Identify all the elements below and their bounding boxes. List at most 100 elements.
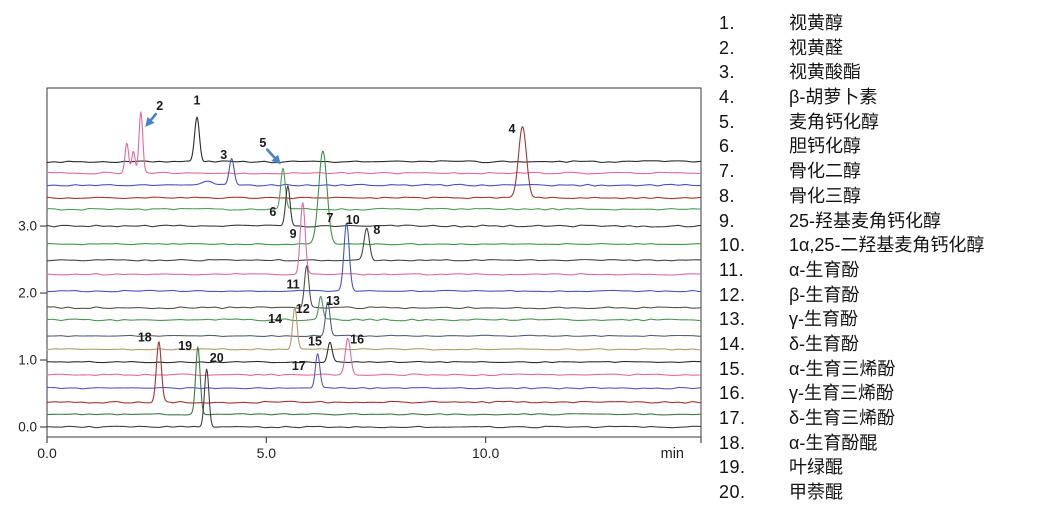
legend-item-name: 骨化三醇 — [789, 185, 861, 206]
legend-item: 17. δ-生育三烯酚 — [719, 406, 1045, 431]
chromatogram-trace-15 — [46, 341, 702, 364]
chromatogram-trace-7 — [46, 150, 702, 246]
plot-border — [46, 87, 702, 438]
chromatogram-trace-6 — [46, 185, 702, 228]
legend-item-name: 1α,25-二羟基麦角钙化醇 — [789, 235, 985, 256]
legend-item-name: 视黄醇 — [789, 13, 843, 33]
peak-number-label: 18 — [138, 330, 152, 344]
legend-item-name: 视黄醛 — [789, 37, 843, 58]
peak-2-arrowhead — [145, 117, 155, 127]
legend-item-name: 叶绿醌 — [789, 457, 843, 478]
peak-5-arrowhead — [271, 154, 281, 165]
peak-number-label: 9 — [290, 227, 297, 241]
legend-item-name: 骨化二醇 — [789, 161, 861, 182]
peak-5-arrow — [265, 148, 276, 160]
chromatogram-trace-20 — [46, 368, 702, 429]
legend-item: 4. β-胡萝卜素 — [719, 85, 1045, 110]
legend-item-number: 13. — [719, 309, 746, 330]
peak-number-label: 15 — [308, 334, 322, 348]
chromatogram-trace-13 — [46, 301, 702, 338]
legend-item-name: 胆钙化醇 — [789, 136, 861, 157]
chromatogram-trace-11 — [46, 265, 702, 310]
peak-2-arrow — [149, 112, 158, 122]
legend-item-number: 9. — [719, 210, 736, 231]
peak-number-label: 19 — [178, 339, 192, 353]
legend-item-name: 甲萘醌 — [789, 482, 843, 503]
legend-item: 13. γ-生育酚 — [719, 307, 1045, 332]
legend-item-number: 7. — [719, 161, 736, 182]
legend-item-name: α-生育酚 — [789, 259, 860, 280]
peak-number-label: 7 — [326, 211, 333, 225]
chromatogram-trace-14 — [46, 306, 702, 351]
legend-item: 18. α-生育酚醌 — [719, 431, 1045, 456]
legend-item: 9. 25-羟基麦角钙化醇 — [719, 209, 1045, 234]
legend-item-number: 15. — [719, 358, 746, 379]
legend-item: 14. δ-生育酚 — [719, 332, 1045, 357]
peak-number-label: 17 — [292, 359, 306, 373]
chromatogram-trace-4 — [46, 126, 702, 200]
legend-item-number: 12. — [719, 284, 746, 305]
legend-item-number: 1. — [719, 13, 736, 33]
chromatogram-trace-5 — [46, 167, 702, 211]
chromatogram-figure: 0.0 1.0 2.0 3.0 0.0 5.0 10.0 min 1 2 3 4 5 6 7 8 9 10 11 12… — [18, 87, 702, 462]
legend-item: 16. γ-生育三烯酚 — [719, 381, 1045, 406]
legend-item: 7. 骨化二醇 — [719, 159, 1045, 184]
chromatogram-trace-17 — [46, 353, 702, 390]
legend-item-number: 5. — [719, 111, 736, 132]
legend-item-name: γ-生育三烯酚 — [789, 383, 894, 404]
peak-number-label: 20 — [210, 351, 224, 365]
legend-item-name: β-生育酚 — [789, 284, 860, 305]
chromatogram-trace-1 — [46, 116, 702, 164]
legend-item-number: 11. — [719, 259, 745, 280]
chromatogram-trace-12 — [46, 295, 702, 322]
legend-item: 2. 视黄醛 — [719, 36, 1045, 61]
peak-number-label: 10 — [346, 213, 360, 227]
chromatogram-trace-10 — [46, 223, 702, 293]
legend-item-number: 6. — [719, 136, 736, 157]
legend-item-number: 8. — [719, 185, 736, 206]
y-axis-tick-label: 3.0 — [18, 219, 37, 234]
legend-item-number: 4. — [719, 87, 736, 108]
legend-item-number: 14. — [719, 333, 746, 354]
peak-number-label: 13 — [326, 294, 340, 308]
legend-item: 10. 1α,25-二羟基麦角钙化醇 — [719, 233, 1045, 258]
chromatogram-trace-2 — [46, 111, 702, 175]
peak-number-label: 3 — [220, 148, 227, 162]
peak-number-label: 6 — [269, 205, 276, 219]
legend-item-name: 视黄酸酯 — [789, 62, 861, 83]
legend-item-name: 麦角钙化醇 — [789, 111, 879, 132]
peak-number-label: 5 — [259, 136, 266, 150]
legend-item: 20. 甲萘醌 — [719, 480, 1045, 505]
legend-item: 11. α-生育酚 — [719, 258, 1045, 283]
compound-legend: 1. 视黄醇 2. 视黄醛 3. 视黄酸酯 4. β-胡萝卜素 5. 麦角钙化醇 6. 胆钙化醇 7. 骨… — [719, 11, 1045, 505]
legend-item: 15. α-生育三烯酚 — [719, 357, 1045, 382]
chromatogram-trace-9 — [46, 202, 702, 276]
x-axis-unit-label: min — [661, 446, 684, 462]
legend-item-name: δ-生育酚 — [789, 333, 860, 354]
legend-item-name: α-生育酚醌 — [789, 432, 878, 453]
legend-item: 19. 叶绿醌 — [719, 455, 1045, 480]
x-axis-tick-label: 5.0 — [257, 445, 277, 461]
y-axis-tick-label: 0.0 — [18, 420, 37, 435]
chromatogram-trace-18 — [46, 341, 702, 404]
legend-item-number: 20. — [719, 482, 746, 503]
peak-number-label: 2 — [156, 99, 163, 113]
peak-number-label: 14 — [268, 312, 282, 326]
peak-number-label: 12 — [296, 302, 310, 316]
peak-number-label: 11 — [286, 277, 299, 291]
legend-item-number: 2. — [719, 37, 736, 58]
legend-item: 12. β-生育酚 — [719, 283, 1045, 308]
legend-item-number: 19. — [719, 457, 746, 478]
legend-item: 8. 骨化三醇 — [719, 184, 1045, 209]
legend-item-number: 18. — [719, 432, 746, 453]
legend-item-number: 16. — [719, 383, 746, 404]
x-axis-tick-label: 10.0 — [472, 445, 499, 461]
chromatogram-trace-8 — [46, 227, 702, 262]
legend-item: 6. 胆钙化醇 — [719, 134, 1045, 159]
legend-item-name: δ-生育三烯酚 — [789, 408, 896, 428]
legend-item: 1. 视黄醇 — [719, 11, 1045, 36]
peak-number-label: 1 — [194, 94, 201, 108]
legend-item-name: α-生育三烯酚 — [789, 358, 896, 379]
